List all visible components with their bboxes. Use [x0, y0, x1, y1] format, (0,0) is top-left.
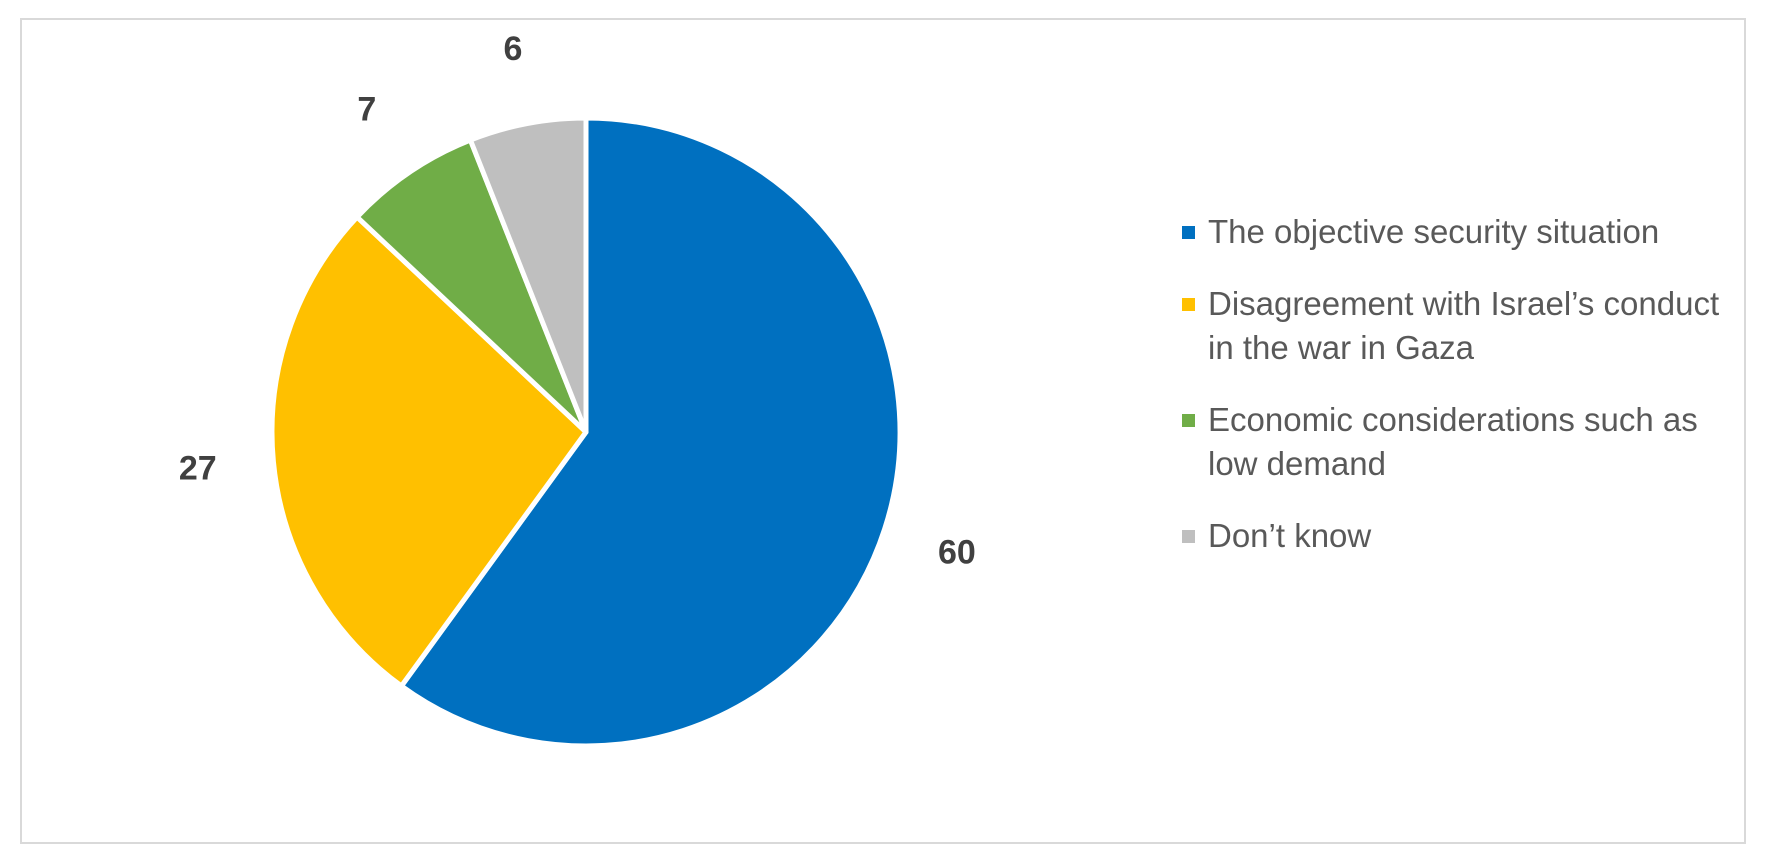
data-label-dont-know: 6	[503, 30, 522, 68]
legend-item-disagreement: Disagreement with Israel’s conduct in th…	[1178, 282, 1738, 370]
legend-item-dont-know: Don’t know	[1178, 514, 1738, 558]
legend-label-security: The objective security situation	[1208, 213, 1660, 250]
pie-data-labels: 60 27 7 6	[179, 30, 976, 572]
legend-label-dont-know: Don’t know	[1208, 517, 1372, 554]
legend-swatch-economic	[1182, 414, 1195, 427]
pie-slice-economic	[354, 137, 589, 435]
pie-slice-dont-know	[467, 115, 589, 435]
legend-swatch-disagreement	[1182, 298, 1195, 311]
legend: The objective security situation Disagre…	[1178, 210, 1738, 586]
legend-label-economic: Economic considerations such as low dema…	[1208, 401, 1698, 482]
legend-label-disagreement: Disagreement with Israel’s conduct in th…	[1208, 285, 1720, 366]
data-label-disagreement: 27	[179, 450, 217, 488]
pie-slice-security	[398, 115, 903, 749]
legend-item-economic: Economic considerations such as low dema…	[1178, 398, 1738, 486]
legend-swatch-dont-know	[1182, 530, 1195, 543]
legend-item-security: The objective security situation	[1178, 210, 1738, 254]
pie-slice-disagreement	[269, 214, 589, 689]
data-label-security: 60	[938, 534, 976, 572]
pie-slices	[269, 115, 903, 749]
legend-swatch-security	[1182, 226, 1195, 239]
data-label-economic: 7	[357, 90, 376, 128]
